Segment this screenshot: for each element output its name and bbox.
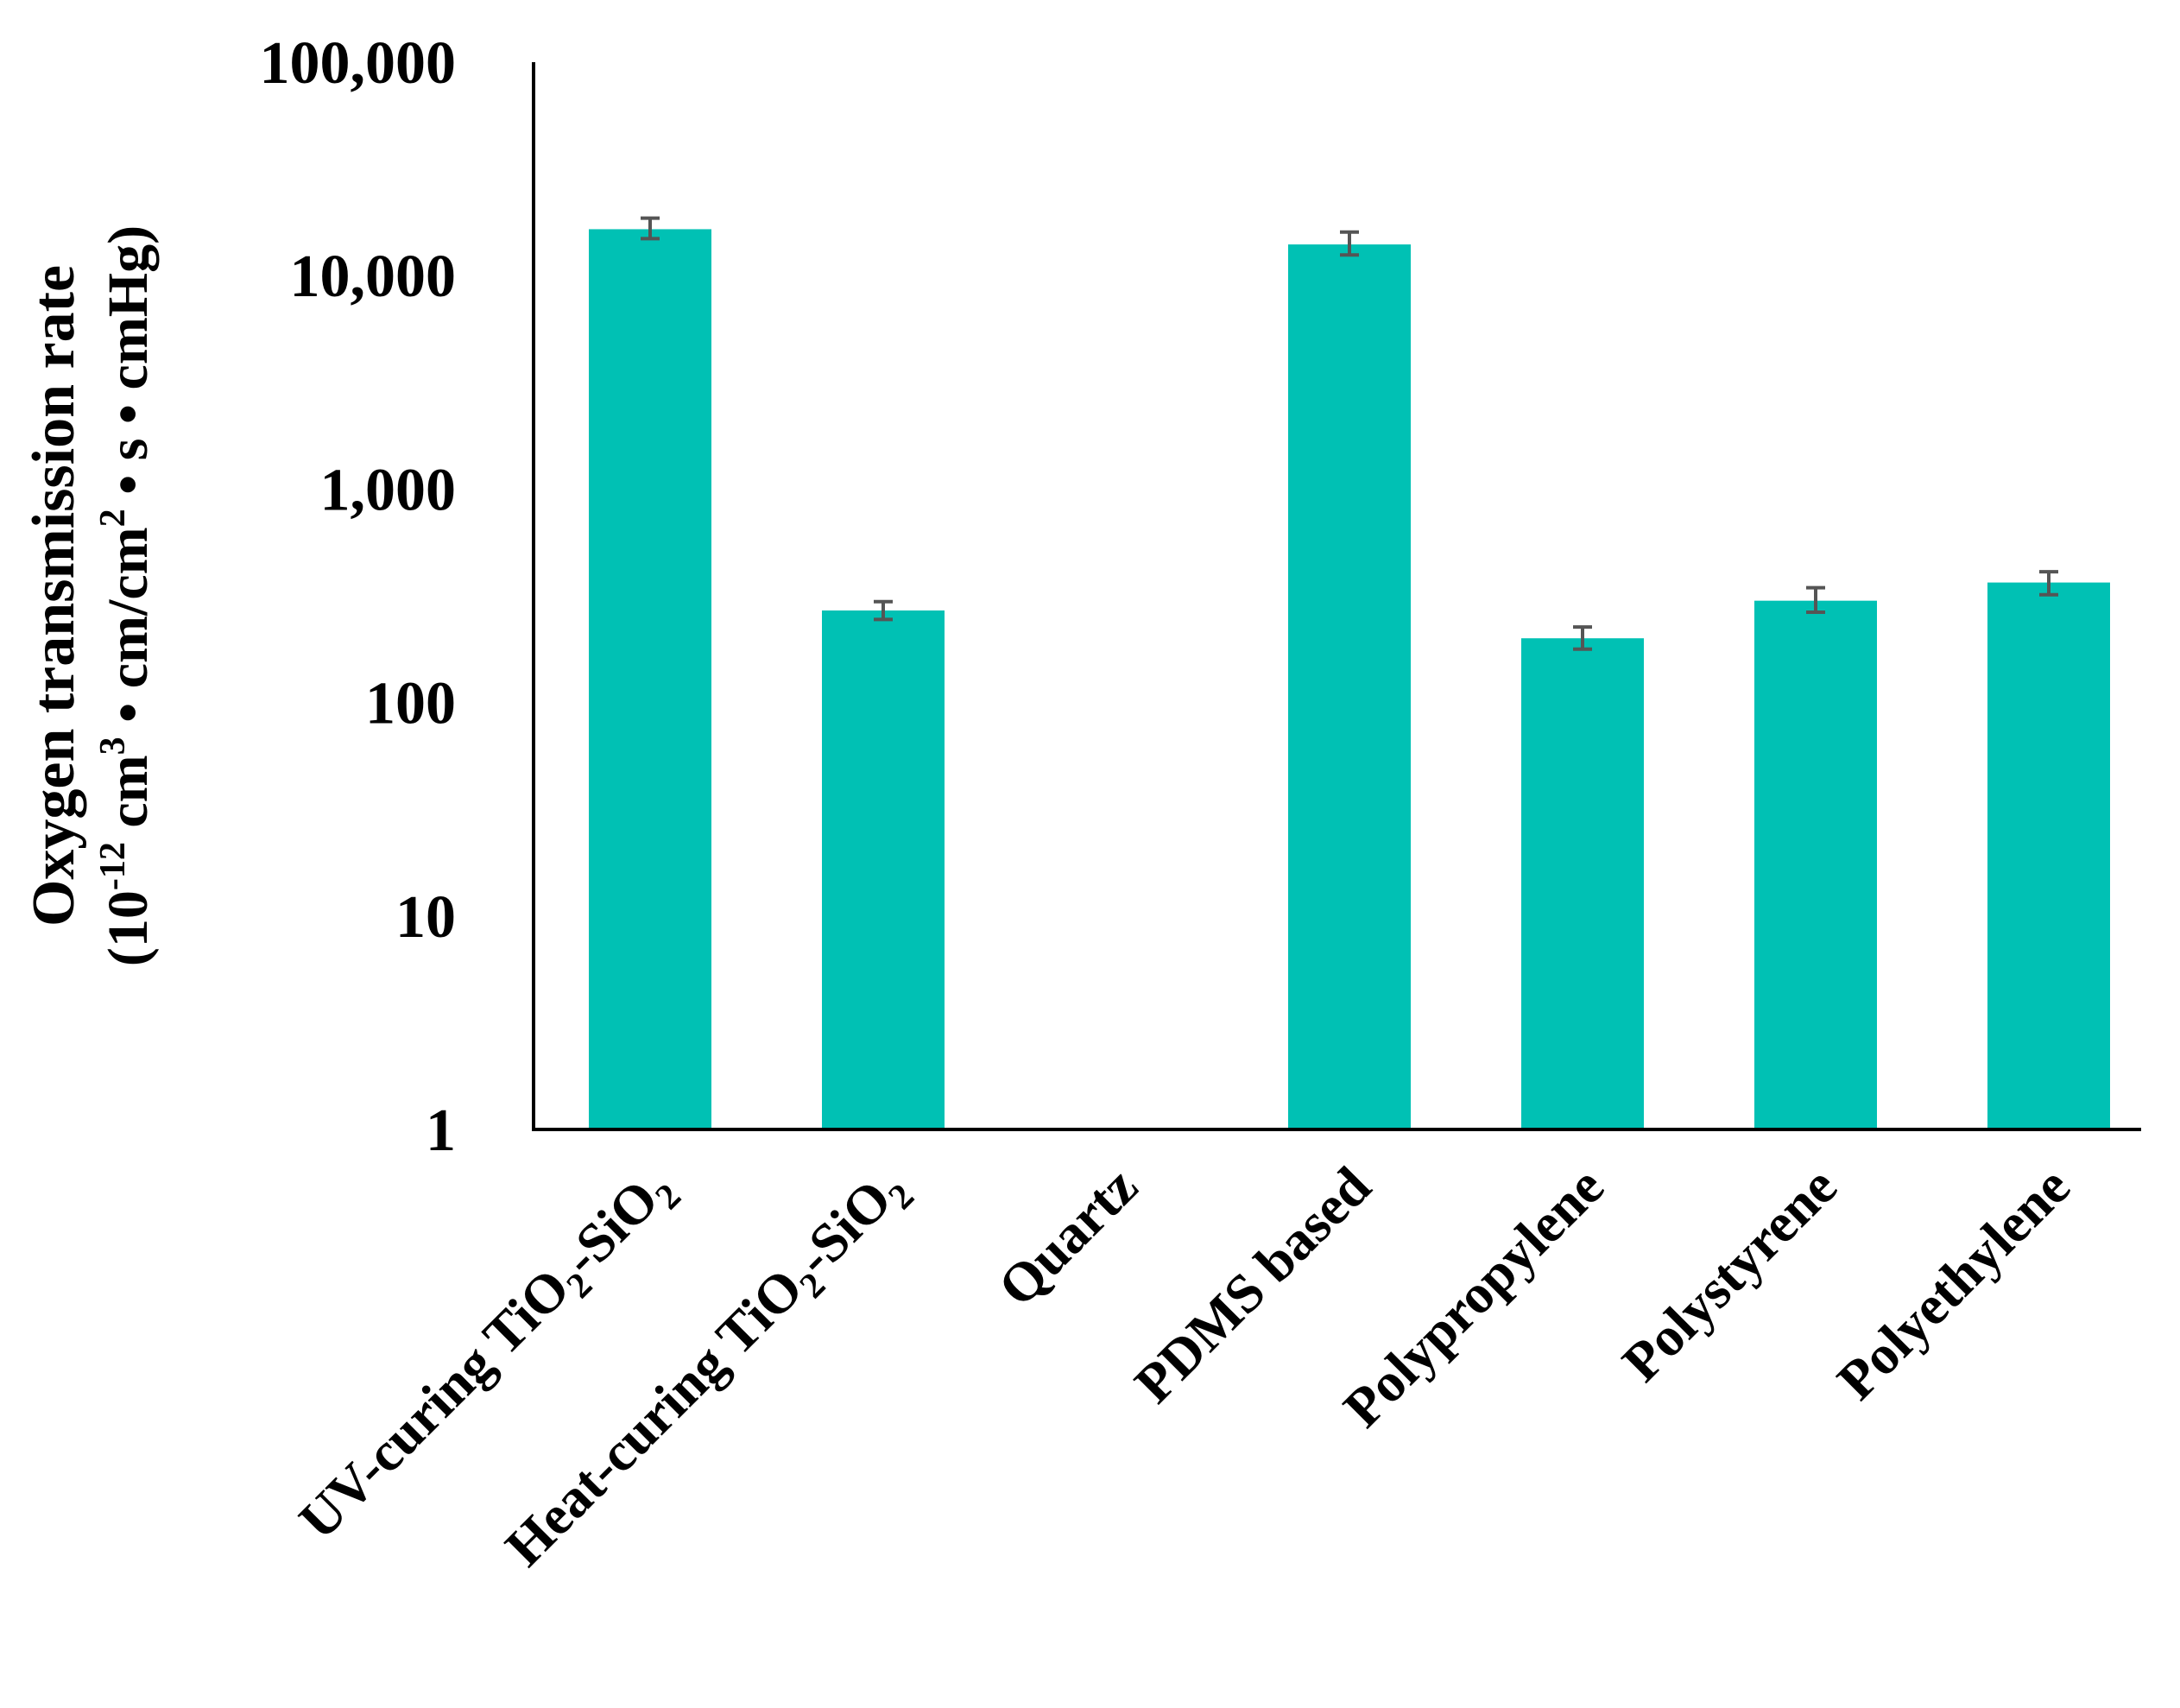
y-axis-label: Oxygen transmission rate(10-12 cm3 • cm/… <box>21 225 160 966</box>
y-axis-title-line1: Oxygen transmission rate <box>21 265 87 927</box>
y-tick-label-1: 10 <box>395 884 456 951</box>
bar-3 <box>1288 244 1411 1129</box>
error-bar-3 <box>1340 230 1359 257</box>
error-bar-6 <box>2039 570 2058 597</box>
x-tick-label-0: UV-curing TiO2-SiO2 <box>288 1155 689 1557</box>
y-tick-label-2: 100 <box>365 671 456 737</box>
axes-group <box>532 62 2141 1131</box>
bar-0 <box>589 229 711 1129</box>
error-bar-4 <box>1573 625 1592 651</box>
x-tick-label-2: Quartz <box>986 1155 1148 1318</box>
y-tick-label-5: 100,000 <box>260 30 457 97</box>
y-axis-title-line2: (10-12 cm3 • cm/cm2 • s • cmHg) <box>93 225 160 966</box>
y-tick-label-0: 1 <box>426 1098 456 1164</box>
x-tick-label-1: Heat-curing TiO2-SiO2 <box>494 1155 922 1584</box>
bar-1 <box>822 610 945 1129</box>
error-bar-1 <box>874 599 893 622</box>
bar-6 <box>1987 582 2110 1129</box>
x-tick-label-6: Polyethylene <box>1825 1155 2082 1412</box>
error-bar-0 <box>641 216 660 241</box>
error-bar-5 <box>1806 585 1825 614</box>
x-tick-label-3: PDMS based <box>1123 1155 1382 1414</box>
x-tick-label-5: Polystyrene <box>1610 1155 1848 1394</box>
bars-group <box>589 229 2110 1129</box>
bar-5 <box>1754 600 1877 1129</box>
error-bars-group <box>641 216 2058 651</box>
y-tick-label-3: 1,000 <box>320 457 457 523</box>
y-tick-labels: 1 10 100 1,000 10,000 100,000 <box>260 30 457 1164</box>
y-tick-label-4: 10,000 <box>290 244 457 310</box>
bar-4 <box>1521 638 1644 1129</box>
